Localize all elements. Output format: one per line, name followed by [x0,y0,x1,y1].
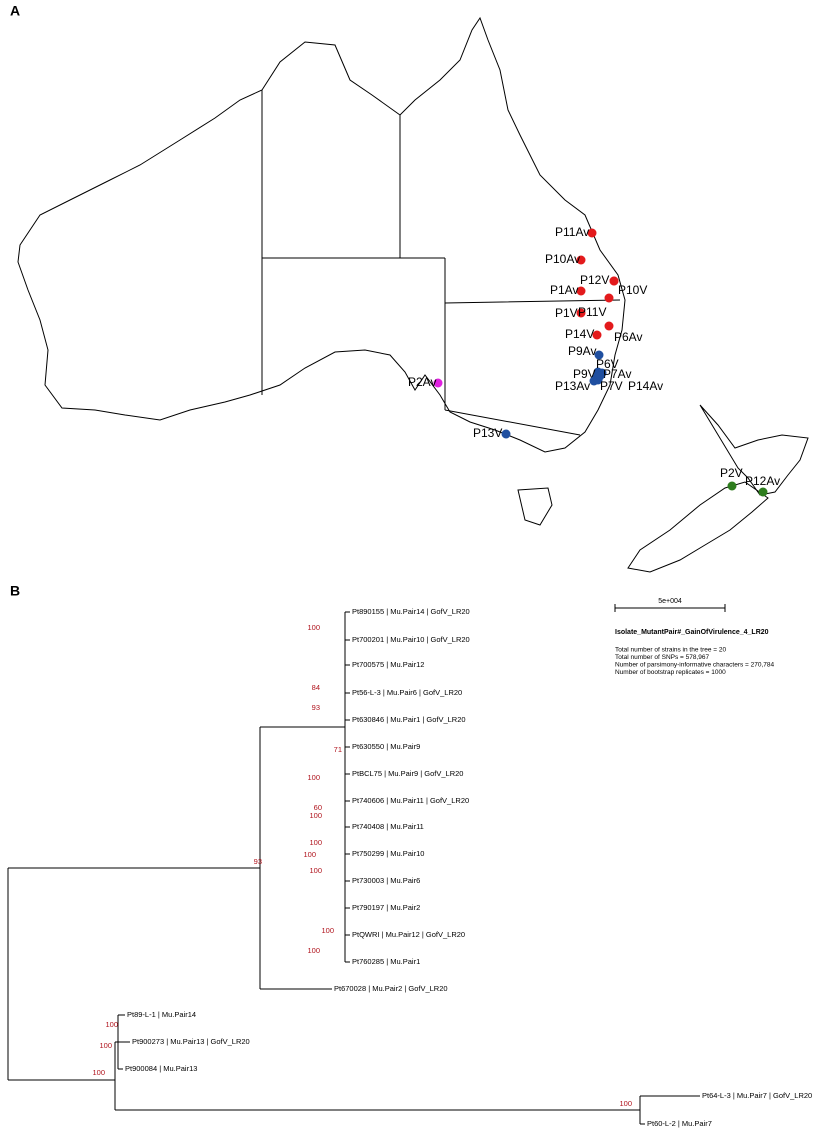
bootstrap-value: 100 [309,838,322,847]
location-dot [592,330,602,340]
location-label: P6Av [614,330,642,344]
location-dot [604,293,614,303]
location-label: P1Av [550,283,578,297]
location-dot [501,429,511,439]
scale-label: 5e+004 [658,598,682,605]
leaf-label: Pt630550 | Mu.Pair9 [352,742,420,751]
bootstrap-value: 100 [307,623,320,632]
location-label: P12V [580,273,609,287]
legend-line: Number of bootstrap replicates = 1000 [615,669,726,676]
location-label: P2Av [408,375,436,389]
legend-line: Total number of strains in the tree = 20 [615,647,726,654]
bootstrap-value: 100 [309,811,322,820]
location-dot [727,481,737,491]
bootstrap-value: 100 [619,1099,632,1108]
leaf-label: Pt890155 | Mu.Pair14 | GofV_LR20 [352,607,470,616]
location-dot [576,308,586,318]
leaf-label: Pt760285 | Mu.Pair1 [352,957,420,966]
location-label: P1V [555,306,578,320]
location-dot [595,371,605,381]
panel-label: A [10,3,20,19]
location-label: P13Av [555,379,590,393]
leaf-label: Pt790197 | Mu.Pair2 [352,903,420,912]
bootstrap-value: 100 [307,946,320,955]
bootstrap-value: 60 [314,803,322,812]
legend-line: Total number of SNPs = 578,967 [615,654,710,661]
nz-south-outline [627,481,769,573]
location-label: P14V [565,327,594,341]
location-dot [576,286,586,296]
australia-outline [17,16,626,453]
location-dot [758,487,768,497]
bootstrap-value: 93 [254,857,262,866]
leaf-label: Pt730003 | Mu.Pair6 [352,876,420,885]
bootstrap-value: 100 [309,866,322,875]
bootstrap-value: 100 [92,1068,105,1077]
leaf-label: PtQWRI | Mu.Pair12 | GofV_LR20 [352,930,465,939]
tasmania-outline [517,487,553,526]
panel-label: B [10,583,20,599]
location-label: P10Av [545,252,580,266]
leaf-label: Pt60-L-2 | Mu.Pair7 [647,1119,712,1128]
location-dot [604,321,614,331]
bootstrap-value: 100 [99,1041,112,1050]
location-dot [587,228,597,238]
location-label: P10V [618,283,647,297]
bootstrap-value: 100 [303,850,316,859]
leaf-label: Pt56-L-3 | Mu.Pair6 | GofV_LR20 [352,688,462,697]
location-label: P11Av [555,225,589,239]
location-dot [433,378,443,388]
leaf-label: Pt64-L-3 | Mu.Pair7 | GofV_LR20 [702,1091,812,1100]
location-dot [594,350,604,360]
location-label: P12Av [745,474,780,488]
bootstrap-value: 93 [312,703,320,712]
location-dot [609,276,619,286]
bootstrap-value: 100 [321,926,334,935]
bootstrap-value: 100 [307,773,320,782]
leaf-label: Pt750299 | Mu.Pair10 [352,849,424,858]
location-label: P9V [573,367,596,381]
leaf-label: Pt700575 | Mu.Pair12 [352,660,424,669]
state-borders [261,90,621,436]
leaf-label: Pt900084 | Mu.Pair13 [125,1064,197,1073]
bootstrap-value: 71 [334,745,342,754]
nz-north-outline [699,404,809,496]
leaf-label: Pt670028 | Mu.Pair2 | GofV_LR20 [334,984,448,993]
location-label: P11V [578,305,606,319]
legend-title: Isolate_MutantPair#_GainOfVirulence_4_LR… [615,629,769,636]
leaf-label: Pt740606 | Mu.Pair11 | GofV_LR20 [352,796,469,805]
location-label: P7Av [603,367,631,381]
legend-line: Number of parsimony-informative characte… [615,662,775,669]
leaf-label: Pt89-L-1 | Mu.Pair14 [127,1010,196,1019]
bootstrap-value: 84 [312,683,320,692]
location-label: P13V [473,426,502,440]
location-dot [576,255,586,265]
leaf-label: Pt740408 | Mu.Pair11 [352,822,424,831]
leaf-label: Pt900273 | Mu.Pair13 | GofV_LR20 [132,1037,250,1046]
leaf-label: Pt630846 | Mu.Pair1 | GofV_LR20 [352,715,466,724]
bootstrap-value: 100 [105,1020,118,1029]
location-label: P6V [596,357,619,371]
leaf-label: Pt700201 | Mu.Pair10 | GofV_LR20 [352,635,470,644]
location-label: P7V [600,379,623,393]
location-label: P9Av [568,344,596,358]
location-label: P14Av [628,379,663,393]
leaf-label: PtBCL75 | Mu.Pair9 | GofV_LR20 [352,769,463,778]
location-label: P2V [720,466,743,480]
